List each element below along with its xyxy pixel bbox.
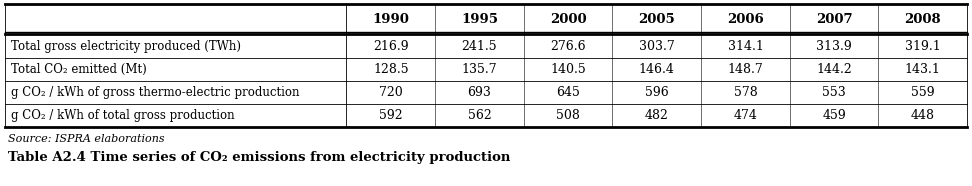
Text: 559: 559: [911, 86, 935, 99]
Text: 592: 592: [379, 109, 402, 122]
Text: 693: 693: [468, 86, 492, 99]
Text: Total gross electricity produced (TWh): Total gross electricity produced (TWh): [11, 40, 241, 52]
Text: 2008: 2008: [905, 13, 941, 25]
Text: 482: 482: [644, 109, 669, 122]
Text: g CO₂ / kWh of total gross production: g CO₂ / kWh of total gross production: [11, 109, 234, 122]
Text: 459: 459: [822, 109, 846, 122]
Text: 144.2: 144.2: [816, 63, 852, 76]
Text: 216.9: 216.9: [373, 40, 408, 52]
Text: 596: 596: [645, 86, 669, 99]
Text: 135.7: 135.7: [462, 63, 498, 76]
Text: 2005: 2005: [639, 13, 676, 25]
Text: Table A2.4 Time series of CO₂ emissions from electricity production: Table A2.4 Time series of CO₂ emissions …: [8, 151, 510, 164]
Text: g CO₂ / kWh of gross thermo-electric production: g CO₂ / kWh of gross thermo-electric pro…: [11, 86, 299, 99]
Text: 241.5: 241.5: [462, 40, 498, 52]
Text: 645: 645: [556, 86, 580, 99]
Text: 276.6: 276.6: [550, 40, 586, 52]
Text: 1990: 1990: [372, 13, 409, 25]
Text: 1995: 1995: [461, 13, 498, 25]
Text: 562: 562: [468, 109, 491, 122]
Text: 146.4: 146.4: [639, 63, 675, 76]
Text: 303.7: 303.7: [639, 40, 675, 52]
Text: 2000: 2000: [550, 13, 586, 25]
Text: Total CO₂ emitted (Mt): Total CO₂ emitted (Mt): [11, 63, 147, 76]
Text: 313.9: 313.9: [816, 40, 852, 52]
Text: 553: 553: [822, 86, 846, 99]
Text: 140.5: 140.5: [550, 63, 586, 76]
Text: 319.1: 319.1: [905, 40, 941, 52]
Text: 474: 474: [734, 109, 757, 122]
Text: 720: 720: [379, 86, 402, 99]
Text: 314.1: 314.1: [727, 40, 763, 52]
Text: 143.1: 143.1: [905, 63, 941, 76]
Text: 2007: 2007: [816, 13, 852, 25]
Text: 578: 578: [734, 86, 757, 99]
Text: 2006: 2006: [727, 13, 764, 25]
Text: 508: 508: [556, 109, 580, 122]
Text: 448: 448: [911, 109, 935, 122]
Text: 148.7: 148.7: [728, 63, 763, 76]
Text: Source: ISPRA elaborations: Source: ISPRA elaborations: [8, 134, 164, 144]
Text: 128.5: 128.5: [373, 63, 408, 76]
